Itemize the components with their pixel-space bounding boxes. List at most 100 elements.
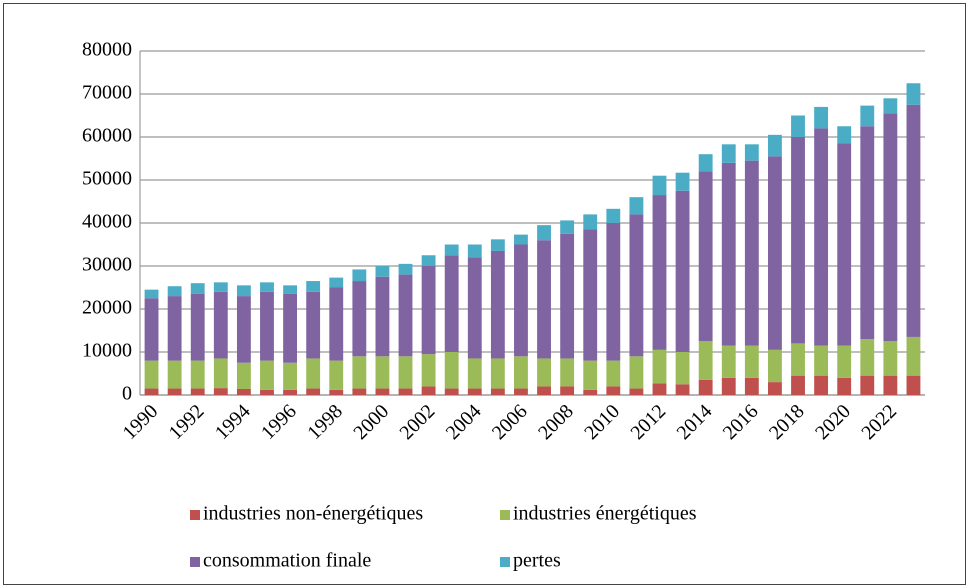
- bar-segment: [791, 137, 805, 344]
- legend-label: industries énergétiques: [513, 503, 697, 525]
- bar-segment: [721, 345, 736, 378]
- bar-segment: [306, 281, 321, 292]
- bar-segment: [375, 356, 390, 389]
- bar-segment: [906, 83, 921, 105]
- y-tick-label: 10000: [82, 340, 132, 362]
- bar-segment: [167, 286, 182, 297]
- bar-segment: [283, 285, 297, 294]
- bar-segment: [537, 386, 551, 395]
- bar-segment: [814, 345, 829, 376]
- y-tick-label: 30000: [82, 254, 132, 276]
- bar-segment: [537, 240, 551, 359]
- bar-segment: [467, 244, 482, 258]
- bar-segment: [583, 229, 598, 361]
- bar-segment: [721, 162, 736, 346]
- bar-segment: [260, 291, 274, 361]
- bar-segment: [467, 358, 482, 389]
- bar-segment: [537, 225, 551, 241]
- bar-segment: [721, 377, 736, 395]
- bar-segment: [837, 377, 852, 395]
- bar-segment: [167, 296, 182, 361]
- bar-segment: [352, 388, 367, 395]
- bar-segment: [698, 171, 713, 342]
- bar-segment: [744, 144, 759, 161]
- bar-segment: [814, 128, 829, 346]
- bar-segment: [860, 105, 875, 127]
- bar-segment: [814, 106, 829, 129]
- bar-segment: [283, 293, 297, 363]
- bar-segment: [560, 386, 575, 395]
- bar-segment: [283, 362, 297, 390]
- bar-segment: [144, 360, 159, 389]
- bar-segment: [883, 98, 898, 114]
- legend-swatch: [190, 510, 200, 520]
- legend-label: pertes: [513, 550, 561, 572]
- bar-segment: [906, 104, 921, 337]
- bar-segment: [583, 360, 598, 390]
- bar-segment: [352, 281, 367, 357]
- y-tick-label: 70000: [82, 82, 132, 104]
- bar-segment: [421, 255, 436, 266]
- bar-segment: [744, 377, 759, 395]
- bar-segment: [675, 384, 690, 395]
- y-tick-label: 20000: [82, 297, 132, 319]
- y-tick-label: 80000: [82, 39, 132, 61]
- bar-segment: [398, 274, 413, 357]
- bar-segment: [629, 388, 644, 395]
- chart-border: [3, 3, 966, 585]
- bar-segment: [352, 269, 367, 282]
- bar-segment: [444, 255, 459, 352]
- bar-segment: [606, 386, 621, 395]
- bar-segment: [768, 134, 782, 157]
- bar-segment: [560, 233, 575, 359]
- bar-segment: [329, 389, 344, 395]
- bar-segment: [260, 360, 274, 390]
- bar-segment: [236, 296, 251, 363]
- bar-segment: [698, 379, 713, 395]
- bar-segment: [306, 291, 321, 359]
- bar-segment: [768, 349, 782, 383]
- bar-segment: [698, 341, 713, 380]
- bar-segment: [883, 113, 898, 342]
- bar-segment: [444, 388, 459, 395]
- bar-segment: [490, 358, 505, 389]
- bar-segment: [721, 144, 736, 163]
- bar-segment: [768, 156, 782, 350]
- bar-segment: [190, 293, 205, 361]
- bar-segment: [144, 298, 159, 361]
- bar-segment: [860, 375, 875, 395]
- bar-segment: [352, 356, 367, 389]
- bar-segment: [744, 160, 759, 346]
- bar-segment: [629, 197, 644, 215]
- bar-segment: [837, 345, 852, 378]
- bar-segment: [421, 266, 436, 355]
- bar-segment: [444, 244, 459, 256]
- y-tick-label: 0: [122, 383, 132, 405]
- bar-segment: [306, 358, 321, 389]
- bar-segment: [398, 263, 413, 275]
- bar-segment: [213, 291, 228, 359]
- bar-segment: [860, 126, 875, 340]
- bar-segment: [260, 389, 274, 395]
- y-tick-label: 60000: [82, 125, 132, 147]
- bar-segment: [167, 388, 182, 395]
- y-tick-label: 50000: [82, 168, 132, 190]
- bar-segment: [583, 214, 598, 230]
- bar-segment: [837, 126, 852, 144]
- bar-segment: [606, 360, 621, 387]
- bar-segment: [652, 195, 667, 350]
- bar-segment: [514, 244, 528, 357]
- bar-segment: [236, 362, 251, 389]
- bar-segment: [260, 282, 274, 292]
- bar-segment: [791, 115, 805, 137]
- legend-label: industries non-énergétiques: [203, 503, 423, 525]
- bar-segment: [837, 143, 852, 346]
- bar-segment: [606, 208, 621, 223]
- y-tick-label: 40000: [82, 211, 132, 233]
- bar-segment: [144, 388, 159, 395]
- bar-segment: [421, 354, 436, 387]
- bar-segment: [398, 356, 413, 389]
- bar-segment: [375, 388, 390, 395]
- bar-segment: [606, 223, 621, 361]
